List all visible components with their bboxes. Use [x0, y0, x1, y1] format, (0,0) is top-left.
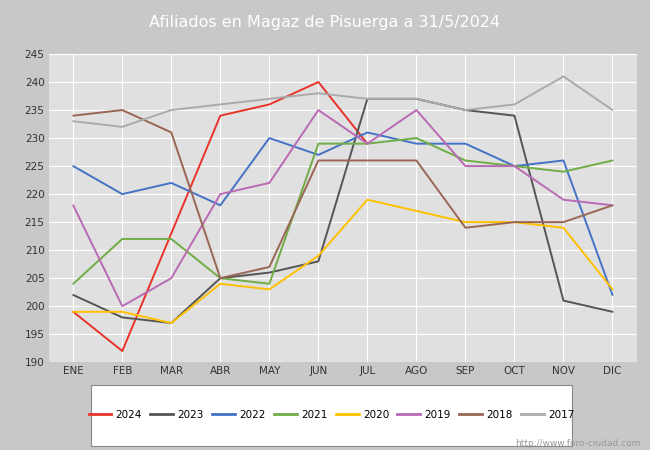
Text: http://www.foro-ciudad.com: http://www.foro-ciudad.com — [515, 439, 640, 448]
FancyBboxPatch shape — [91, 385, 572, 446]
Text: Afiliados en Magaz de Pisuerga a 31/5/2024: Afiliados en Magaz de Pisuerga a 31/5/20… — [150, 15, 500, 30]
Legend: 2024, 2023, 2022, 2021, 2020, 2019, 2018, 2017: 2024, 2023, 2022, 2021, 2020, 2019, 2018… — [88, 410, 575, 420]
